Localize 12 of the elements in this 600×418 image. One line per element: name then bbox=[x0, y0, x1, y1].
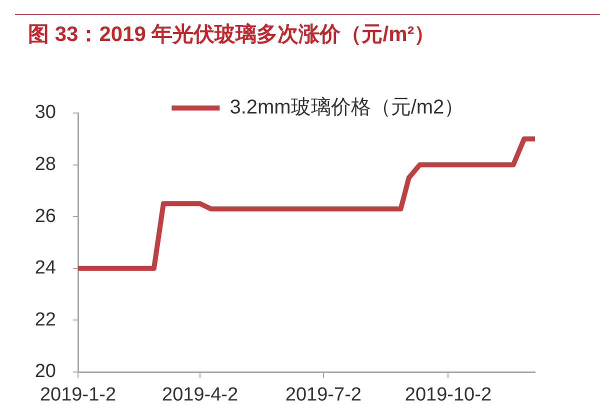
y-tick-label: 20 bbox=[34, 361, 56, 382]
y-tick-label: 22 bbox=[34, 309, 56, 330]
y-tick-label: 24 bbox=[34, 258, 56, 279]
y-tick-label: 26 bbox=[34, 206, 56, 227]
chart-title: 图 33：2019 年光伏玻璃多次涨价（元/m²） bbox=[28, 22, 436, 48]
x-tick-label: 2019-10-2 bbox=[404, 384, 492, 406]
y-tick-label: 30 bbox=[34, 102, 56, 124]
x-tick-label: 2019-7-2 bbox=[285, 384, 362, 406]
x-tick-label: 2019-4-2 bbox=[162, 384, 238, 406]
legend-label: 3.2mm玻璃价格（元/m2） bbox=[230, 96, 464, 119]
y-tick-label: 28 bbox=[34, 154, 56, 176]
x-tick-label: 2019-1-2 bbox=[40, 384, 116, 406]
